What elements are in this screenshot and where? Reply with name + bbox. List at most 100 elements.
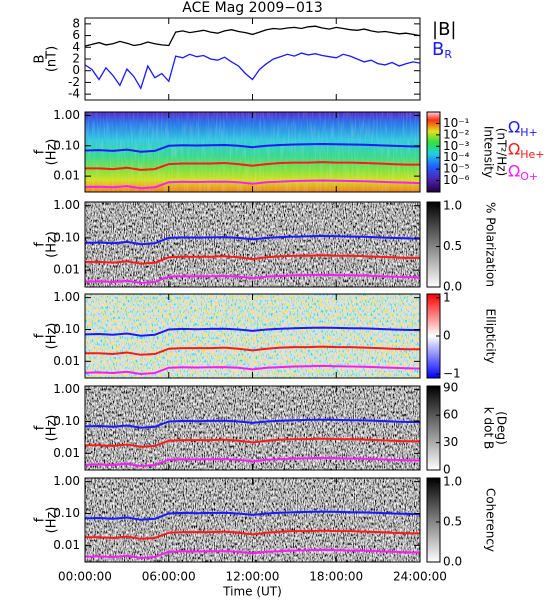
- y-tick-label: 4: [72, 40, 80, 54]
- y-tick-label: 6: [72, 28, 80, 42]
- colorbar-tick-label: −1: [443, 367, 461, 381]
- y-axis-label: (Hz): [45, 139, 60, 166]
- series-line: [85, 345, 420, 356]
- colorbar-tick-label: 1: [443, 290, 451, 304]
- colorbar: [426, 201, 441, 288]
- series-line: [85, 364, 420, 376]
- colorbar-label: Coherency: [484, 488, 498, 552]
- series-group: [85, 418, 420, 468]
- y-tick-label: 0.10: [53, 414, 80, 428]
- x-tick-label: 00:00:00: [58, 570, 112, 584]
- colorbar-tick-label: 90: [443, 380, 458, 394]
- y-tick-label: -4: [68, 87, 80, 101]
- series-group: [85, 510, 420, 560]
- series-group: [85, 234, 420, 285]
- series-line: [85, 161, 420, 171]
- colorbar-tick-label: 1.0: [443, 199, 462, 213]
- x-axis-label: Time (UT): [222, 585, 282, 599]
- legend-label: |B|: [432, 19, 456, 40]
- y-axis-label: f: [33, 425, 48, 430]
- series-group: [85, 25, 420, 90]
- series-line: [85, 52, 420, 90]
- colorbar-label: (nT²/Hz): [495, 128, 509, 176]
- y-tick-label: 0.01: [53, 263, 80, 277]
- colorbar-label: % Polarization: [484, 202, 498, 287]
- series-line: [85, 179, 420, 190]
- y-axis-label: f: [33, 242, 48, 247]
- series-line: [85, 456, 420, 468]
- colorbar-tick-label: 60: [443, 408, 458, 422]
- y-axis-label: B: [33, 55, 48, 64]
- colorbar-tick-label: 10⁻²: [443, 127, 470, 141]
- series-line: [85, 25, 420, 47]
- y-tick-label: 0.01: [53, 169, 80, 183]
- series-line: [85, 510, 420, 521]
- series-line: [85, 326, 420, 337]
- spectrogram-texture: [85, 112, 420, 192]
- colorbar-tick-label: 0.5: [443, 515, 462, 529]
- series-line: [85, 273, 420, 285]
- figure: ACE Mag 2009−013-4-202468B(nT)|B|BR0.010…: [33, 0, 545, 599]
- colorbar-tick-label: 10⁻⁶: [443, 173, 470, 187]
- y-tick-label: 0.10: [53, 506, 80, 520]
- colorbar-tick-label: 10⁻³: [443, 139, 470, 153]
- y-axis-label: (Hz): [45, 415, 60, 442]
- x-tick-label: 06:00:00: [142, 570, 196, 584]
- colorbar-label: (Deg): [495, 411, 509, 445]
- y-axis-label: (Hz): [45, 231, 60, 258]
- spectrogram-bg: [85, 386, 420, 470]
- y-tick-label: -2: [68, 75, 80, 89]
- legend-label: ΩH+: [508, 118, 538, 140]
- series-group: [85, 142, 420, 190]
- y-axis-label: (nT): [45, 46, 60, 72]
- y-tick-label: 1.00: [53, 382, 80, 396]
- y-axis-label: (Hz): [45, 323, 60, 350]
- x-tick-label: 24:00:00: [393, 570, 447, 584]
- y-tick-label: 0.10: [53, 230, 80, 244]
- colorbar-tick-label: 10⁻⁴: [443, 150, 470, 164]
- colorbar-tick-label: 0: [443, 329, 451, 343]
- y-tick-label: 0: [72, 63, 80, 77]
- y-tick-label: 0.01: [53, 354, 80, 368]
- series-line: [85, 418, 420, 429]
- colorbar-label: k dot B: [482, 407, 496, 449]
- colorbar-tick-label: 0: [443, 463, 451, 477]
- y-tick-label: 1.00: [53, 198, 80, 212]
- y-tick-label: 8: [72, 16, 80, 30]
- legend-label: ΩO+: [508, 162, 538, 184]
- colorbar-tick-label: 1.0: [443, 475, 462, 489]
- legend-label: BR: [432, 39, 452, 61]
- spectrogram-bg: [85, 478, 420, 562]
- spectrogram-bg: [85, 202, 420, 287]
- colorbar: [426, 385, 441, 471]
- series-line: [85, 548, 420, 560]
- y-axis-label: f: [33, 333, 48, 338]
- colorbar-tick-label: 10⁻¹: [443, 116, 470, 130]
- series-line: [85, 529, 420, 540]
- series-line: [85, 254, 420, 265]
- colorbar-label: Ellipticity: [484, 309, 498, 364]
- y-tick-label: 2: [72, 52, 80, 66]
- legend-label: ΩHe+: [508, 140, 545, 162]
- colorbar-tick-label: 0.5: [443, 239, 462, 253]
- colorbar: [426, 477, 441, 563]
- series-line: [85, 234, 420, 246]
- y-tick-label: 1.00: [53, 108, 80, 122]
- y-tick-label: 0.10: [53, 138, 80, 152]
- colorbar: [426, 111, 441, 193]
- y-tick-label: 0.01: [53, 446, 80, 460]
- series-line: [85, 142, 420, 153]
- y-tick-label: 1.00: [53, 474, 80, 488]
- y-axis-label: f: [33, 517, 48, 522]
- colorbar-tick-label: 10⁻⁵: [443, 162, 470, 176]
- colorbar-tick-label: 30: [443, 435, 458, 449]
- x-tick-label: 12:00:00: [226, 570, 280, 584]
- y-tick-label: 0.01: [53, 538, 80, 552]
- spectrogram-bg: [85, 294, 420, 378]
- series-line: [85, 437, 420, 448]
- colorbar-tick-label: 0.0: [443, 555, 462, 569]
- y-axis-label: (Hz): [45, 507, 60, 534]
- y-tick-label: 0.10: [53, 322, 80, 336]
- colorbar-tick-label: 0.0: [443, 280, 462, 294]
